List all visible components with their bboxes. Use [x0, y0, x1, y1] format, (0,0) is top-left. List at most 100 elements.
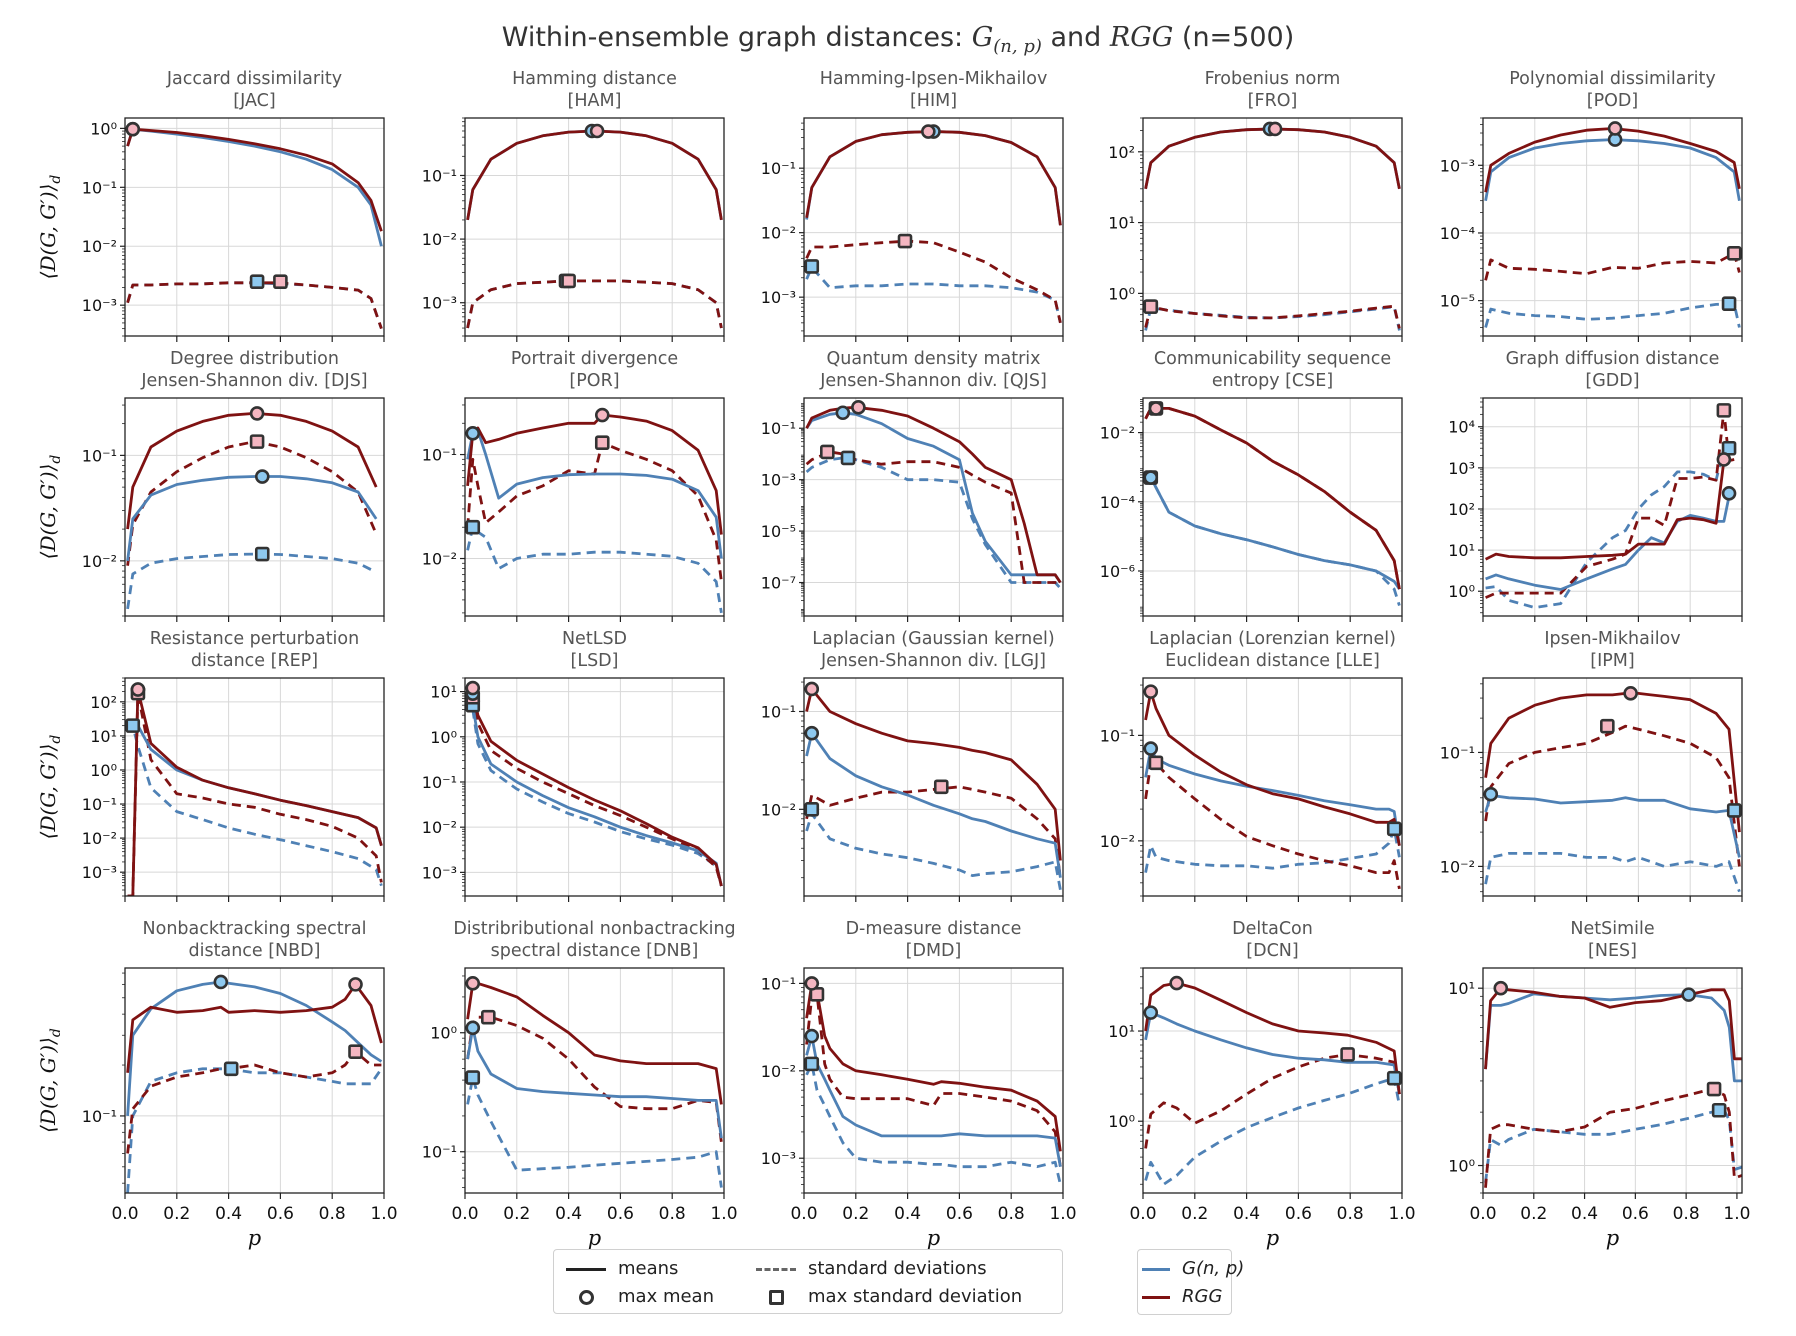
subplot-title: Nonbacktracking spectral — [143, 919, 367, 939]
legend-gnp: G(n, p) — [1140, 1258, 1244, 1279]
rgg-max-std-marker — [561, 273, 576, 289]
gnp-std-line — [466, 279, 723, 329]
subplot-fro: Frobenius norm[FRO] 10⁰ 10¹ 10² — [1108, 69, 1403, 342]
rgg-mean-line — [1144, 690, 1401, 846]
rgg-std-line — [805, 992, 1062, 1167]
x-tick-label: 0.4 — [1233, 1204, 1260, 1224]
y-tick-label: 10³ — [1448, 459, 1475, 478]
rgg-max-mean-marker — [804, 976, 820, 991]
plot-area — [1144, 406, 1401, 607]
gnp-mean-line — [1144, 1011, 1401, 1095]
y-tick-label: 10⁻¹ — [82, 178, 117, 197]
rgg-max-std-marker — [1726, 246, 1742, 261]
subplot-title: Communicability sequence — [1154, 349, 1391, 369]
gnp-std-line — [466, 525, 723, 614]
plot-area — [466, 982, 723, 1188]
x-tick-label: 0.8 — [1673, 1204, 1700, 1224]
rgg-line-icon — [1140, 1287, 1172, 1307]
x-tick-label: 0.4 — [894, 1204, 921, 1224]
rgg-mean-line — [127, 688, 383, 896]
x-tick-label: 0.8 — [1337, 1204, 1364, 1224]
rgg-mean-line — [466, 982, 723, 1105]
subplot-title: Distribributional nonbactracking — [453, 919, 735, 939]
y-tick-label: 10⁰ — [1108, 1112, 1135, 1131]
y-tick-label: 10⁻¹ — [82, 1107, 117, 1126]
legend-style: means standard deviations max mean max s… — [553, 1249, 1063, 1314]
x-tick-label: 0.2 — [842, 1204, 869, 1224]
subplot-title: [IPM] — [1590, 651, 1634, 671]
plot-area — [805, 687, 1062, 891]
gnp-mean-line — [1145, 476, 1401, 590]
subplot-jac: Jaccard dissimilarity[JAC] 10⁻³ 10⁻² 10⁻¹ 10… — [36, 69, 385, 342]
subplot-title: distance [NBD] — [189, 941, 321, 961]
subplot-title: D-measure distance — [846, 919, 1022, 939]
x-tick-label: 0.6 — [267, 1204, 294, 1224]
y-tick-label: 10¹ — [1108, 1022, 1135, 1041]
axes-frame — [1482, 117, 1743, 337]
x-tick-label: 0.8 — [998, 1204, 1025, 1224]
gnp-max-std-marker — [254, 546, 270, 562]
plot-area — [126, 127, 383, 330]
legend-means: means — [564, 1258, 678, 1279]
gnp-std-line — [1484, 1108, 1742, 1183]
rgg-max-std-marker — [1600, 718, 1615, 734]
y-tick-label: 10² — [1448, 500, 1475, 519]
subplot-spectraldistancednb: Distribributional nonbactrackingspectral… — [422, 919, 738, 1250]
y-tick-label: 10⁻³ — [82, 296, 117, 315]
y-axis-label: ⟨D(G, G′)⟩d — [36, 1028, 64, 1133]
subplot-dcn: DeltaCon[DCN] 0.0 0.2 0.4 0.6 0.8 1.0 10⁰ 10¹ p — [1108, 919, 1415, 1250]
x-tick-label: 0.4 — [1571, 1204, 1598, 1224]
gnp-std-line — [466, 1076, 723, 1188]
y-tick-label: 10⁻³ — [1440, 156, 1475, 175]
rgg-std-line — [466, 441, 723, 582]
gnp-mean-line — [126, 724, 383, 847]
dashed-line-icon — [754, 1259, 798, 1279]
rgg-std-line — [471, 695, 723, 887]
gnp-max-std-marker — [1386, 1070, 1402, 1086]
gnp-max-mean-marker — [1721, 486, 1737, 501]
x-tick-label: 0.0 — [1469, 1204, 1496, 1224]
subplot-dmd: D-measure distance[DMD] 0.0 0.2 0.4 0.6 0.8 1.… — [761, 919, 1077, 1250]
gnp-max-std-marker — [465, 519, 481, 535]
rgg-mean-line — [1144, 406, 1401, 590]
subplot-title: DeltaCon — [1232, 919, 1313, 939]
subplot-title: Graph diffusion distance — [1506, 349, 1720, 369]
y-tick-label: 10⁴ — [1448, 418, 1475, 437]
gnp-max-mean-marker — [804, 1028, 820, 1044]
axes-frame — [124, 677, 385, 897]
rgg-max-mean-marker — [465, 680, 481, 696]
gnp-mean-line — [805, 1034, 1062, 1167]
x-tick-label: 1.0 — [1388, 1204, 1415, 1224]
rgg-mean-line — [805, 982, 1062, 1152]
subplot-pod: Polynomial dissimilarity[POD] 10⁻⁵ 10⁻⁴ 10⁻… — [1440, 69, 1743, 342]
subplot-title: Resistance perturbation — [150, 629, 359, 649]
subplot-lsd: NetLSD[LSD] 10⁻³ 10⁻² 10⁻¹ 10⁰ 10¹ — [422, 629, 725, 902]
y-tick-label: 10⁻² — [761, 800, 796, 819]
gnp-mean-line — [1484, 794, 1741, 858]
gnp-mean-line — [1484, 138, 1741, 201]
subplot-title: Portrait divergence — [511, 349, 678, 369]
subplot-title: [DMD] — [906, 941, 962, 961]
y-tick-label: 10⁻³ — [761, 288, 796, 307]
rgg-std-line — [127, 691, 383, 896]
subplot-title: Polynomial dissimilarity — [1509, 69, 1716, 89]
subplot-title: [FRO] — [1248, 91, 1298, 111]
x-tick-label: 0.0 — [451, 1204, 478, 1224]
subplot-title: Frobenius norm — [1205, 69, 1341, 89]
gnp-max-std-marker — [1721, 296, 1737, 312]
x-axis-label: p — [1266, 1226, 1279, 1250]
gnp-mean-line — [1484, 992, 1742, 1083]
y-tick-label: 10² — [90, 693, 117, 712]
gnp-max-mean-marker — [213, 974, 229, 990]
axes-frame — [1482, 967, 1743, 1194]
rgg-max-mean-marker — [594, 407, 610, 423]
rgg-mean-line — [466, 413, 723, 535]
y-tick-label: 10⁻¹ — [1100, 726, 1135, 745]
rgg-mean-line — [1144, 981, 1401, 1095]
y-axis-label: ⟨D(G, G′)⟩d — [36, 175, 64, 280]
rgg-max-std-marker — [1148, 755, 1164, 771]
axes-frame — [124, 117, 385, 337]
